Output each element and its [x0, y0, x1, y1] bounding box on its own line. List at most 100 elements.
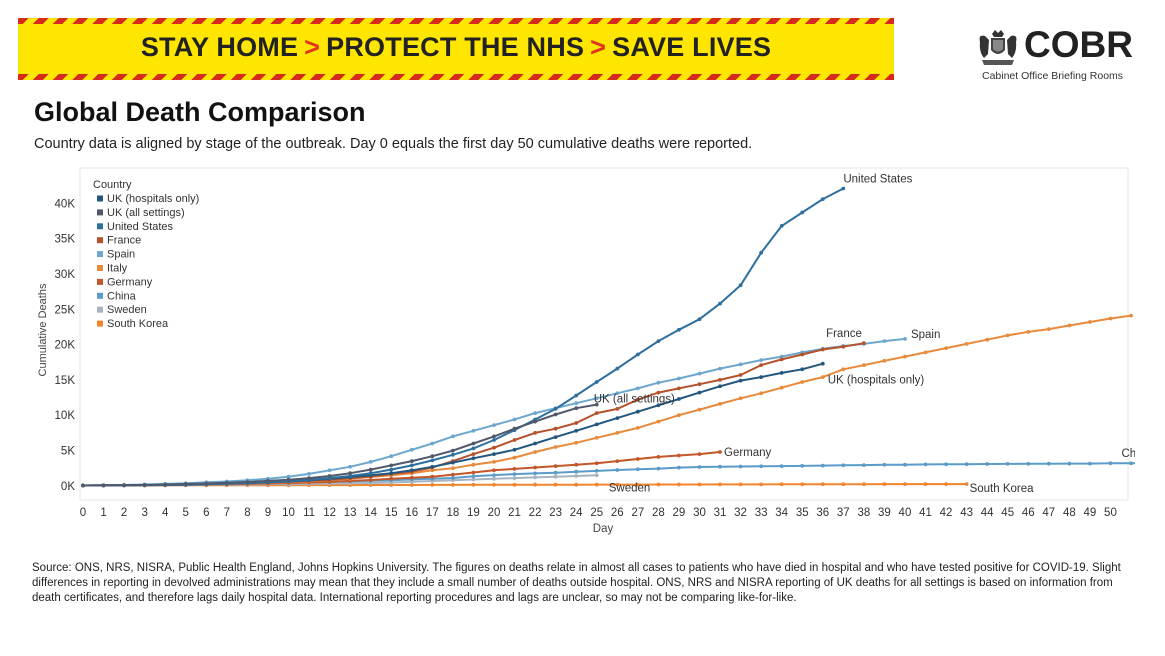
data-point [862, 482, 866, 487]
data-point [656, 482, 661, 487]
data-point [471, 474, 476, 479]
banner-chevron-icon: > [590, 32, 607, 62]
data-point [635, 467, 640, 472]
data-point [574, 440, 579, 445]
data-point [820, 197, 825, 201]
x-tick-label: 30 [693, 507, 706, 519]
data-point [615, 366, 620, 371]
data-point [1088, 461, 1092, 466]
data-point [718, 366, 722, 371]
data-point [594, 461, 599, 466]
x-tick-label: 25 [590, 507, 603, 519]
x-tick-label: 46 [1022, 507, 1035, 519]
data-point [451, 476, 455, 480]
data-point [327, 474, 332, 478]
data-point [635, 482, 640, 487]
x-tick-label: 24 [570, 507, 583, 519]
legend-swatch [97, 278, 103, 285]
series-end-labels: South KoreaSwedenChinaGermanyItalySpainF… [594, 173, 1135, 495]
royal-crest-icon [979, 30, 1017, 65]
data-point [368, 467, 373, 472]
data-point [656, 339, 661, 343]
data-point [533, 482, 537, 487]
data-point [533, 471, 537, 476]
data-point [800, 464, 805, 468]
logo-subtitle: Cabinet Office Briefing Rooms [982, 70, 1124, 82]
y-tick-label: 20K [55, 340, 76, 352]
x-tick-label: 19 [467, 507, 480, 519]
page-subtitle: Country data is aligned by stage of the … [34, 136, 753, 152]
y-tick-label: 25K [55, 304, 76, 316]
x-tick-label: 23 [549, 507, 562, 519]
x-tick-label: 34 [775, 507, 788, 519]
x-tick-label: 47 [1042, 507, 1055, 519]
data-point [985, 462, 990, 466]
banner-slogan-stay-home: STAY HOME [140, 32, 299, 62]
data-point [738, 464, 743, 469]
data-point [307, 476, 311, 480]
data-point [944, 462, 948, 467]
data-point [677, 327, 681, 332]
source-footnote: Source: ONS, NRS, NISRA, Public Health E… [32, 562, 1121, 604]
data-point [697, 382, 702, 387]
data-point [759, 358, 763, 362]
series-uk-all-settings [81, 402, 599, 488]
data-point [163, 482, 168, 487]
data-point [944, 482, 948, 486]
x-tick-label: 32 [734, 507, 747, 519]
x-tick-label: 10 [282, 507, 295, 519]
data-point [533, 465, 537, 470]
y-tick-label: 35K [55, 234, 76, 246]
y-tick-label: 40K [55, 198, 76, 210]
data-point [779, 371, 784, 375]
data-point [553, 412, 558, 417]
data-point [677, 413, 681, 418]
data-point [923, 462, 928, 467]
x-tick-label: 2 [121, 507, 127, 519]
x-tick-label: 13 [344, 507, 357, 519]
data-point [512, 438, 517, 442]
data-point [245, 480, 250, 484]
data-point [430, 454, 435, 459]
data-point [1005, 462, 1010, 466]
data-point [635, 386, 640, 391]
data-point [553, 445, 558, 449]
y-tick-label: 10K [55, 410, 76, 422]
data-point [738, 283, 743, 288]
data-point [122, 483, 126, 488]
data-point [635, 409, 640, 414]
data-point [451, 460, 455, 465]
data-point [224, 480, 229, 485]
data-point [553, 426, 558, 431]
data-point [615, 482, 620, 487]
x-tick-label: 41 [919, 507, 932, 519]
data-point [492, 476, 496, 481]
data-point [594, 422, 599, 427]
data-point [1026, 330, 1031, 334]
data-point [574, 469, 579, 474]
data-point [430, 483, 435, 487]
data-point [759, 363, 763, 367]
data-point [204, 481, 209, 486]
data-point [142, 483, 147, 487]
data-point [286, 474, 291, 479]
data-point [492, 468, 496, 473]
data-point [451, 483, 455, 487]
data-point [492, 482, 496, 487]
legend-swatch [97, 306, 103, 313]
data-point [759, 391, 763, 396]
x-tick-label: 48 [1063, 507, 1076, 519]
data-point [820, 361, 825, 366]
data-point [903, 462, 907, 467]
data-point [327, 468, 332, 473]
data-point [697, 452, 702, 456]
data-point [553, 470, 558, 475]
y-tick-label: 5K [61, 446, 75, 458]
data-point [779, 354, 784, 359]
data-point [492, 438, 496, 442]
data-point [512, 476, 517, 480]
data-point [656, 390, 661, 395]
data-point [738, 373, 743, 377]
data-point [594, 396, 599, 401]
series-line [82, 403, 597, 487]
